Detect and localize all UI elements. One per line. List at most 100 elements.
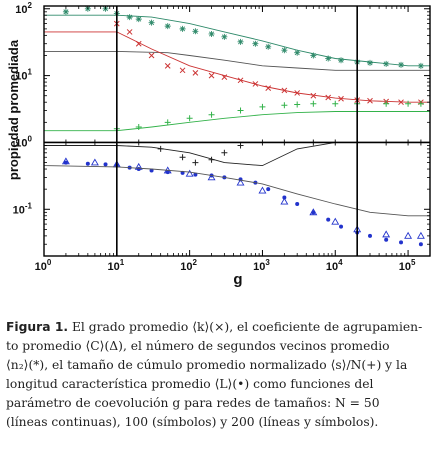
x-tick-exponent-1: 1 bbox=[120, 258, 125, 267]
series-10-point-8 bbox=[258, 186, 267, 194]
series-5-point-13 bbox=[405, 100, 412, 107]
series-8-line bbox=[44, 141, 430, 167]
caption-line-1: El grado promedio ⟨k⟩(×), el coeficiente… bbox=[68, 320, 423, 334]
series-0-point-0 bbox=[62, 8, 69, 15]
series-10-point-9 bbox=[280, 197, 289, 205]
series-7-point-8 bbox=[221, 149, 228, 156]
series-5-point-8 bbox=[294, 101, 301, 108]
series-2-line bbox=[44, 50, 430, 71]
series-0-point-15 bbox=[281, 47, 288, 54]
series-5-point-2 bbox=[164, 119, 171, 126]
series-3-point-3 bbox=[148, 52, 155, 59]
series-5-point-5 bbox=[237, 107, 244, 114]
series-0-point-9 bbox=[192, 28, 199, 35]
y-tick-exponent-2: 1 bbox=[28, 68, 33, 77]
series-0-point-11 bbox=[221, 33, 228, 40]
series-5-point-12 bbox=[383, 100, 390, 107]
figure-caption: Figura 1. El grado promedio ⟨k⟩(×), el c… bbox=[6, 318, 438, 432]
series-9-point-21 bbox=[368, 233, 373, 238]
series-10-point-10 bbox=[309, 208, 318, 216]
caption-line-4: longitud característica promedio ⟨L⟩(•) … bbox=[6, 377, 374, 391]
series-10-point-14 bbox=[404, 231, 413, 239]
series-9-point-16 bbox=[295, 201, 300, 206]
series-0-point-10 bbox=[208, 30, 215, 37]
series-5-point-4 bbox=[208, 111, 215, 118]
x-tick-exponent-4: 4 bbox=[338, 258, 343, 267]
series-4-line bbox=[44, 31, 430, 103]
series-5-point-10 bbox=[332, 100, 339, 107]
series-9-point-22 bbox=[384, 237, 389, 242]
series-3-point-5 bbox=[179, 67, 186, 74]
series-0-point-5 bbox=[135, 16, 142, 23]
series-5-point-9 bbox=[310, 100, 317, 107]
plot-frame bbox=[43, 5, 431, 257]
series-0-point-19 bbox=[338, 57, 345, 64]
series-7-point-5 bbox=[179, 154, 186, 161]
series-9-point-9 bbox=[193, 172, 198, 177]
x-axis-label: g bbox=[233, 271, 242, 288]
caption-line-5: parámetro de coevolución g para redes de… bbox=[6, 396, 380, 410]
series-0-point-7 bbox=[164, 23, 171, 30]
x-tick-label-5: 105 bbox=[399, 258, 416, 273]
series-0-point-16 bbox=[294, 49, 301, 56]
x-tick-label-4: 104 bbox=[326, 258, 343, 273]
series-10-point-15 bbox=[416, 231, 425, 239]
series-10-point-0 bbox=[61, 157, 70, 165]
figure-label: Figura 1. bbox=[6, 320, 69, 334]
series-10-point-3 bbox=[134, 162, 143, 170]
series-9-point-2 bbox=[103, 162, 108, 167]
series-1-line bbox=[44, 14, 430, 67]
series-9-point-18 bbox=[326, 217, 331, 222]
series-9-point-19 bbox=[339, 224, 344, 229]
series-5-point-6 bbox=[259, 103, 266, 110]
caption-line-6: (líneas continuas), 100 (símbolos) y 200… bbox=[6, 415, 379, 429]
series-11-line bbox=[43, 165, 430, 217]
y-tick-exponent-3: 2 bbox=[28, 1, 33, 10]
series-0-point-21 bbox=[367, 59, 374, 66]
caption-line-2: to promedio ⟨C⟩(Δ), el número de segundo… bbox=[6, 339, 390, 353]
series-5-point-7 bbox=[281, 102, 288, 109]
y-tick-exponent-1: 0 bbox=[28, 134, 33, 143]
series-9-point-14 bbox=[266, 187, 271, 192]
x-tick-label-3: 103 bbox=[253, 258, 270, 273]
series-5-point-14 bbox=[417, 100, 424, 107]
series-10-point-1 bbox=[90, 158, 99, 166]
series-10-point-6 bbox=[207, 173, 216, 181]
series-9-point-1 bbox=[85, 161, 90, 166]
y-tick-label-3: 102 bbox=[15, 1, 32, 16]
caption-line-3: ⟨n₂⟩(*), el tamaño de cúmulo promedio no… bbox=[6, 358, 408, 372]
x-tick-exponent-0: 0 bbox=[47, 258, 52, 267]
series-3-point-7 bbox=[208, 72, 215, 79]
x-tick-exponent-2: 2 bbox=[193, 258, 198, 267]
series-9-point-24 bbox=[418, 242, 423, 247]
y-axis-label: propiedad promediada bbox=[6, 39, 21, 180]
series-0-point-13 bbox=[252, 40, 259, 47]
series-7-point-9 bbox=[237, 142, 244, 149]
series-0-point-12 bbox=[237, 38, 244, 45]
x-tick-label-0: 100 bbox=[35, 258, 52, 273]
x-tick-label-2: 102 bbox=[180, 258, 197, 273]
series-7-point-6 bbox=[192, 159, 199, 166]
series-0-point-18 bbox=[325, 55, 332, 62]
series-3-point-14 bbox=[310, 92, 317, 99]
series-0-point-4 bbox=[126, 14, 133, 21]
series-9-point-6 bbox=[149, 168, 154, 173]
x-tick-exponent-3: 3 bbox=[265, 258, 270, 267]
series-9-point-23 bbox=[399, 240, 404, 245]
series-0-point-14 bbox=[265, 43, 272, 50]
series-9-point-15 bbox=[282, 195, 287, 200]
x-tick-exponent-5: 5 bbox=[411, 258, 416, 267]
y-tick-exponent-0: -1 bbox=[25, 201, 33, 210]
series-0-point-17 bbox=[310, 52, 317, 59]
series-0-point-6 bbox=[148, 19, 155, 26]
series-10-point-13 bbox=[382, 230, 391, 238]
y-tick-label-0: 10-1 bbox=[13, 201, 33, 216]
series-3-point-4 bbox=[164, 62, 171, 69]
series-3-point-1 bbox=[126, 29, 133, 35]
series-3-point-6 bbox=[192, 69, 199, 76]
series-10-point-11 bbox=[331, 217, 340, 225]
series-10-point-5 bbox=[185, 169, 194, 177]
series-10-point-7 bbox=[236, 178, 245, 186]
series-0-point-8 bbox=[179, 25, 186, 32]
